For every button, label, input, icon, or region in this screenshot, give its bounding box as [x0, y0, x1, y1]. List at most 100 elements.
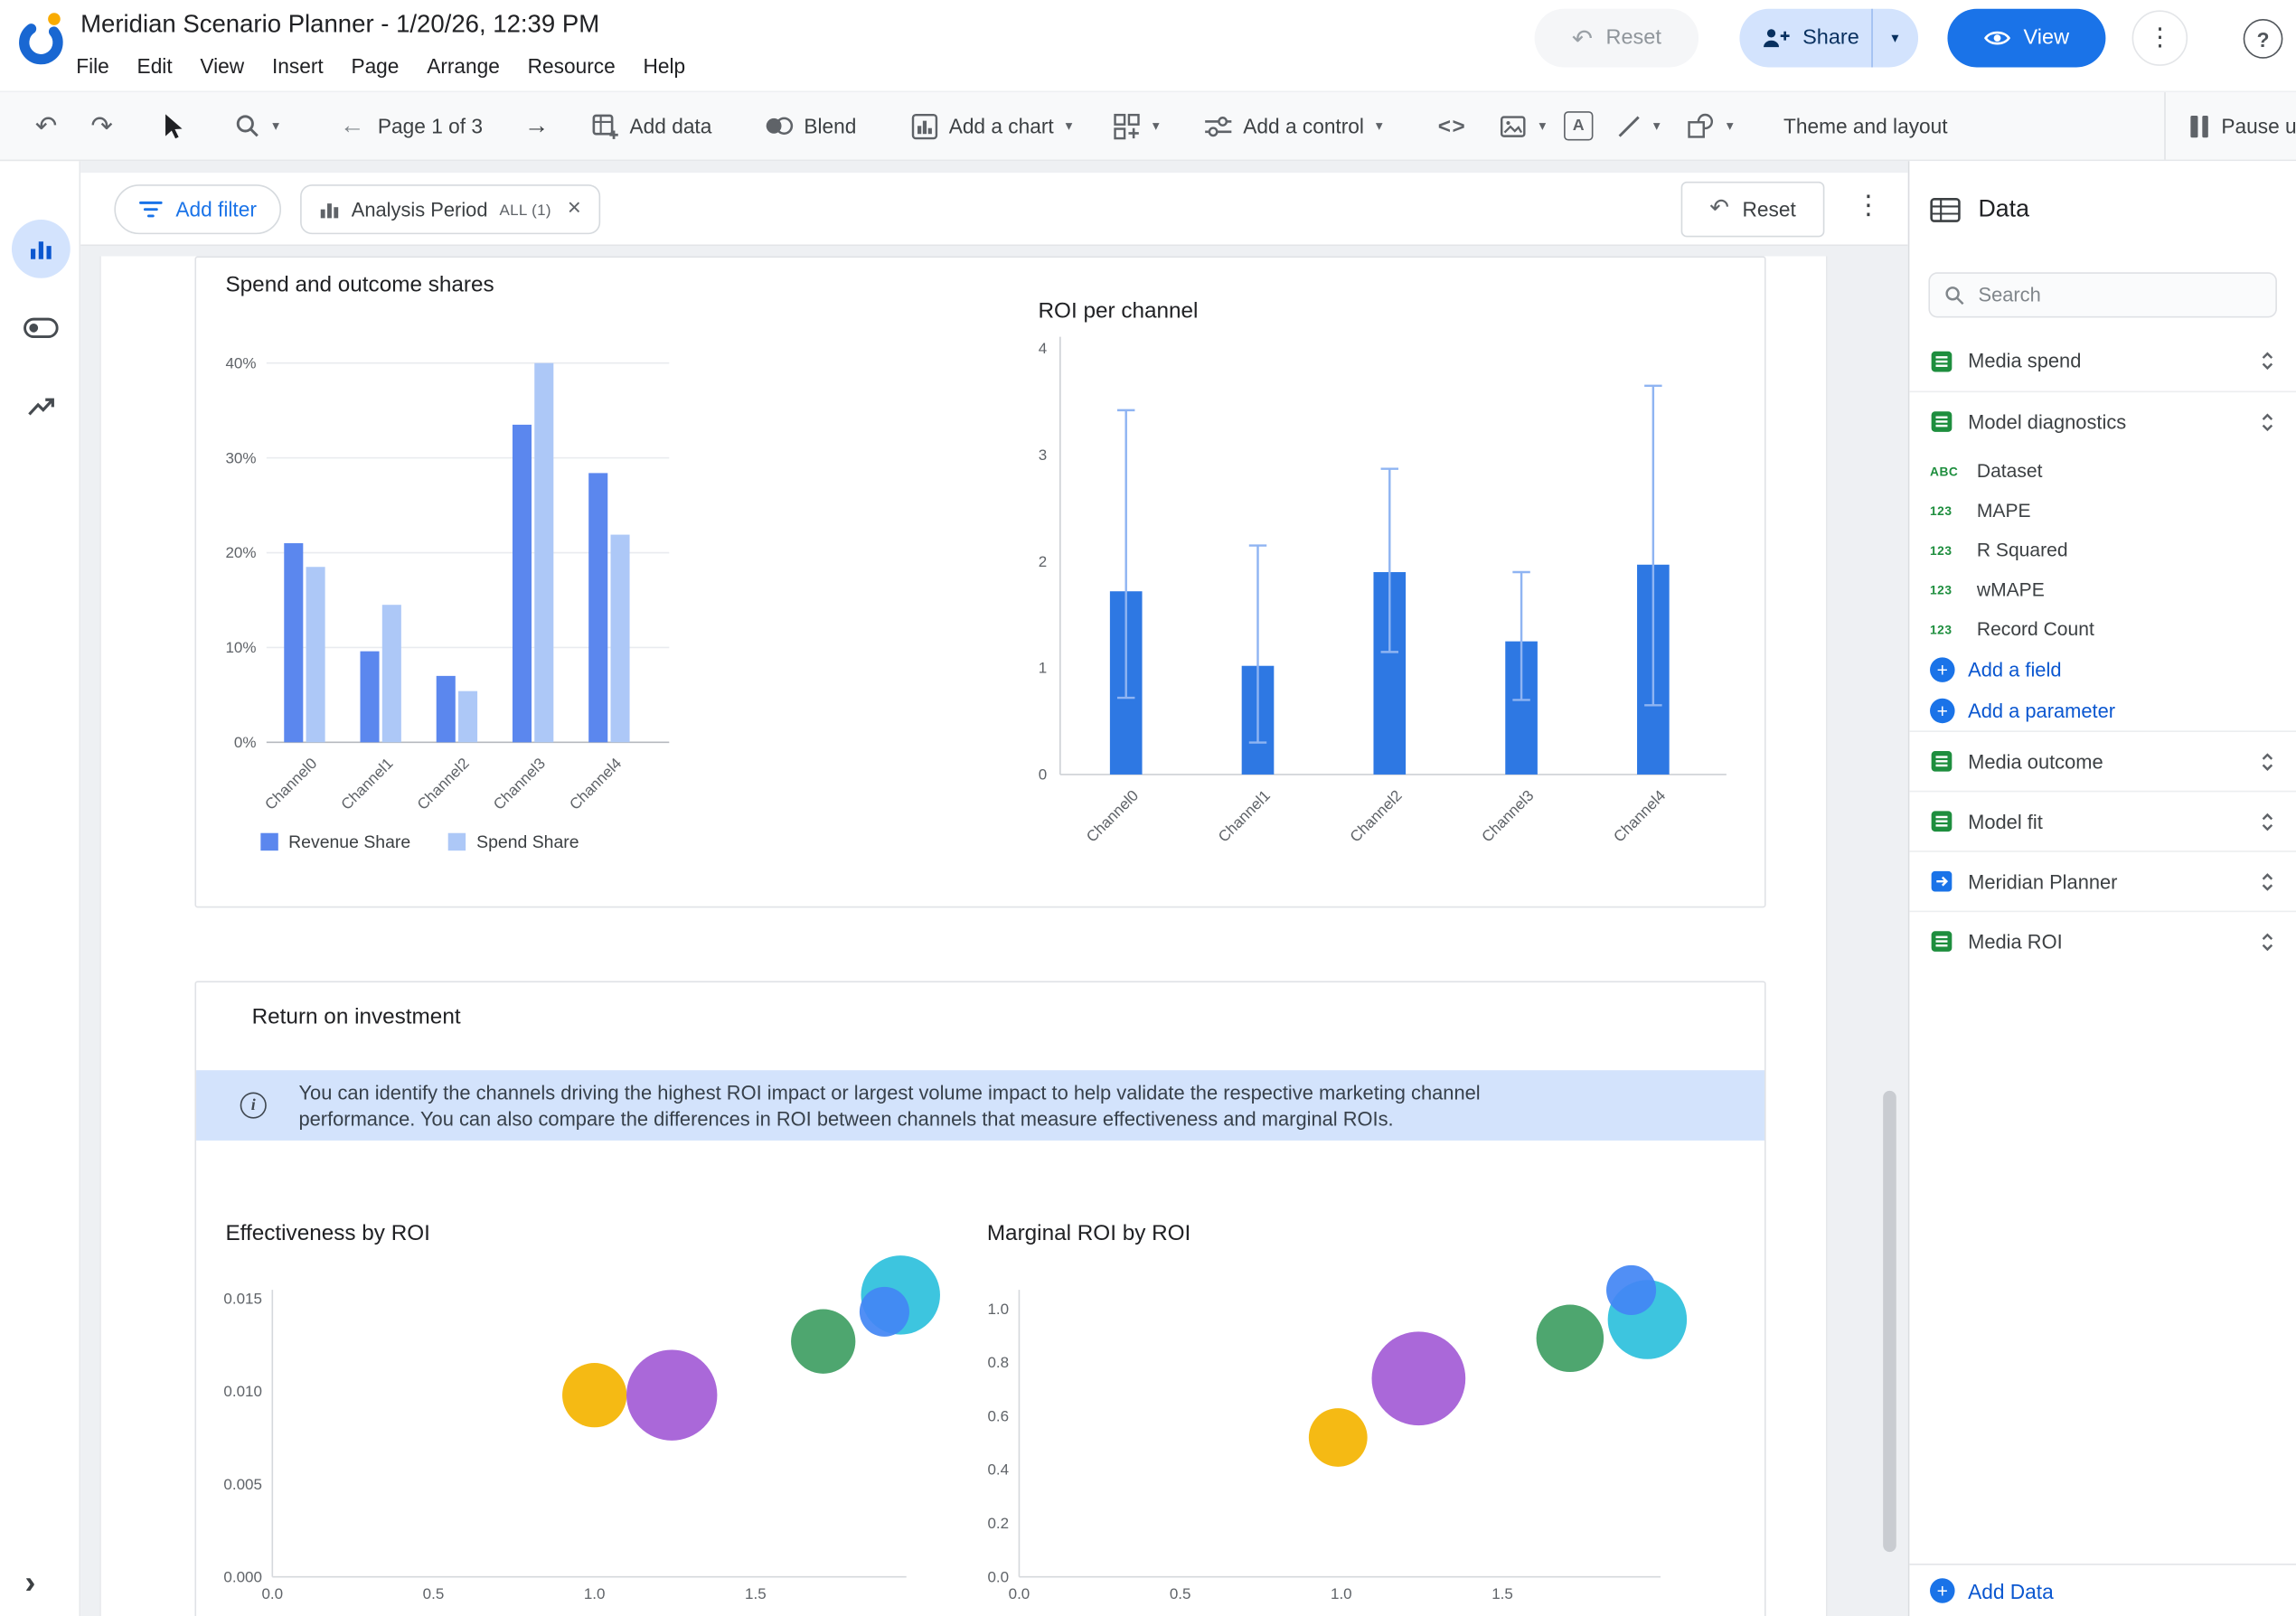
unfold-icon[interactable]: [2260, 811, 2276, 832]
select-tool[interactable]: [161, 92, 183, 160]
line-tool-button[interactable]: ▾: [1616, 92, 1661, 160]
add-chart-button[interactable]: Add a chart ▾: [911, 92, 1073, 160]
menu-bar: File Edit View Insert Page Arrange Resource Hel…: [76, 54, 685, 78]
more-options-button[interactable]: ⋮: [2131, 10, 2188, 66]
caret-down-icon: ▾: [1726, 117, 1734, 135]
spend-outcome-shares-chart[interactable]: 0% 10% 20% 30% 40% Channel0 Channel1 Channel2 Ch…: [196, 302, 957, 829]
legend-spend-share: Spend Share: [448, 831, 579, 852]
community-visualizations-button[interactable]: ▾: [1113, 92, 1160, 160]
chart-title-spend-outcome-shares: Spend and outcome shares: [225, 272, 494, 297]
caret-down-icon: ▾: [1065, 117, 1073, 135]
search-input[interactable]: Search: [1928, 272, 2277, 318]
left-rail: ›: [0, 161, 81, 1616]
svg-text:0.010: 0.010: [223, 1383, 262, 1400]
unfold-icon[interactable]: [2260, 870, 2276, 892]
share-button[interactable]: Share ▾: [1739, 8, 1919, 68]
menu-view[interactable]: View: [200, 53, 245, 78]
svg-text:Channel0: Channel0: [261, 755, 320, 813]
add-data-footer-button[interactable]: + Add Data: [1930, 1578, 2054, 1603]
theme-layout-button[interactable]: Theme and layout: [1783, 114, 1948, 138]
svg-text:0.6: 0.6: [987, 1407, 1009, 1424]
eye-icon: [1983, 31, 2010, 45]
data-source-media-roi[interactable]: Media ROI: [1909, 910, 2296, 971]
menu-page[interactable]: Page: [351, 53, 400, 78]
help-button[interactable]: ?: [2243, 19, 2283, 59]
previous-page-button[interactable]: ←: [339, 111, 365, 139]
effectiveness-by-roi-chart[interactable]: 0.000 0.005 0.010 0.015 0.0 0.5 1.0 1.5: [196, 1254, 957, 1616]
svg-text:0.0: 0.0: [261, 1585, 283, 1602]
svg-text:0.000: 0.000: [223, 1568, 262, 1585]
looker-studio-logo[interactable]: [17, 5, 70, 73]
next-page-button[interactable]: →: [523, 111, 550, 139]
unfold-icon[interactable]: [2260, 350, 2276, 371]
edit-toolbar: ↶ ↷ ▾ ← Page 1 of 3 → Add data: [0, 90, 2296, 162]
rail-report-tab[interactable]: [11, 219, 71, 278]
svg-text:Channel2: Channel2: [1347, 787, 1406, 846]
shape-tool-button[interactable]: ▾: [1687, 92, 1734, 160]
canvas-scrollbar[interactable]: [1883, 1090, 1896, 1553]
menu-insert[interactable]: Insert: [271, 53, 324, 78]
marginal-roi-by-roi-chart[interactable]: 0.0 0.2 0.4 0.6 0.8 1.0 0.0 0.5 1.0 1.5: [973, 1254, 1734, 1616]
unfold-icon[interactable]: [2260, 750, 2276, 772]
add-data-button[interactable]: Add data: [591, 92, 711, 160]
roi-per-channel-chart[interactable]: 0 1 2 3 4 Channel0 Channel1 Channel2 Channel3 Cha…: [1013, 331, 1746, 888]
spend-outcome-card[interactable]: Spend and outcome shares 0% 10% 20% 30% 40% C…: [194, 256, 1766, 908]
rail-insights-tab[interactable]: [12, 378, 71, 437]
embed-button[interactable]: <>: [1437, 113, 1467, 139]
header-reset-button[interactable]: ↶ Reset: [1534, 8, 1699, 68]
data-source-model-diagnostics[interactable]: Model diagnostics: [1909, 390, 2296, 451]
document-title[interactable]: Meridian Scenario Planner - 1/20/26, 12:…: [80, 10, 600, 39]
unfold-icon[interactable]: [2260, 930, 2276, 952]
toggle-icon: [24, 317, 59, 339]
field-type-icon: 123: [1930, 542, 1953, 558]
filter-reset-button[interactable]: ↶ Reset: [1680, 181, 1825, 238]
menu-file[interactable]: File: [76, 53, 109, 78]
text-tool-button[interactable]: A: [1564, 92, 1594, 160]
data-source-meridian-planner[interactable]: Meridian Planner: [1909, 850, 2296, 910]
remove-filter-icon[interactable]: ×: [567, 196, 581, 221]
data-source-media-outcome[interactable]: Media outcome: [1909, 730, 2296, 790]
cursor-icon: [165, 113, 183, 138]
blend-button[interactable]: Blend: [765, 92, 856, 160]
add-filter-button[interactable]: Add filter: [114, 184, 282, 235]
data-source-model-fit[interactable]: Model fit: [1909, 790, 2296, 850]
rail-controls-tab[interactable]: [12, 298, 71, 357]
zoom-tool[interactable]: ▾: [234, 92, 279, 160]
filter-chip-value: ALL (1): [499, 201, 551, 220]
insert-image-button[interactable]: ▾: [1500, 92, 1546, 160]
svg-text:40%: 40%: [225, 354, 256, 371]
panel-divider: [1909, 1564, 2296, 1565]
analysis-period-filter-chip[interactable]: Analysis Period ALL (1) ×: [300, 184, 600, 235]
field-mape[interactable]: 123 MAPE: [1930, 499, 2031, 521]
field-r-squared[interactable]: 123 R Squared: [1930, 539, 2068, 561]
filter-bar-kebab[interactable]: ⋮: [1855, 190, 1882, 220]
page-indicator[interactable]: Page 1 of 3: [377, 114, 483, 138]
blend-icon: [766, 117, 794, 136]
menu-arrange[interactable]: Arrange: [427, 53, 500, 78]
svg-text:0.0: 0.0: [987, 1568, 1009, 1585]
add-control-button[interactable]: Add a control ▾: [1204, 92, 1383, 160]
field-dataset[interactable]: ABC Dataset: [1930, 459, 2043, 482]
menu-help[interactable]: Help: [643, 53, 686, 78]
expand-rail-button[interactable]: ›: [24, 1564, 36, 1601]
menu-edit[interactable]: Edit: [136, 53, 173, 78]
caret-down-icon: ▾: [1375, 117, 1383, 135]
pause-updates-button[interactable]: Pause u: [2164, 92, 2296, 160]
filter-icon: [139, 201, 163, 218]
field-wmape[interactable]: 123 wMAPE: [1930, 578, 2045, 601]
undo-button[interactable]: ↶: [34, 111, 58, 141]
add-a-field-button[interactable]: + Add a field: [1909, 649, 2296, 690]
field-record-count[interactable]: 123 Record Count: [1930, 617, 2094, 640]
svg-text:0.015: 0.015: [223, 1291, 262, 1308]
pause-icon: [2190, 115, 2208, 137]
svg-text:Channel4: Channel4: [1610, 787, 1669, 846]
unfold-icon[interactable]: [2260, 410, 2276, 432]
view-button[interactable]: View: [1947, 8, 2106, 68]
menu-resource[interactable]: Resource: [527, 53, 616, 78]
return-on-investment-card[interactable]: Return on investment i You can identify …: [194, 981, 1766, 1616]
add-a-parameter-button[interactable]: + Add a parameter: [1909, 690, 2296, 730]
redo-button[interactable]: ↷: [90, 111, 113, 141]
share-caret[interactable]: ▾: [1870, 8, 1918, 68]
data-source-media-spend[interactable]: Media spend: [1909, 331, 2296, 390]
